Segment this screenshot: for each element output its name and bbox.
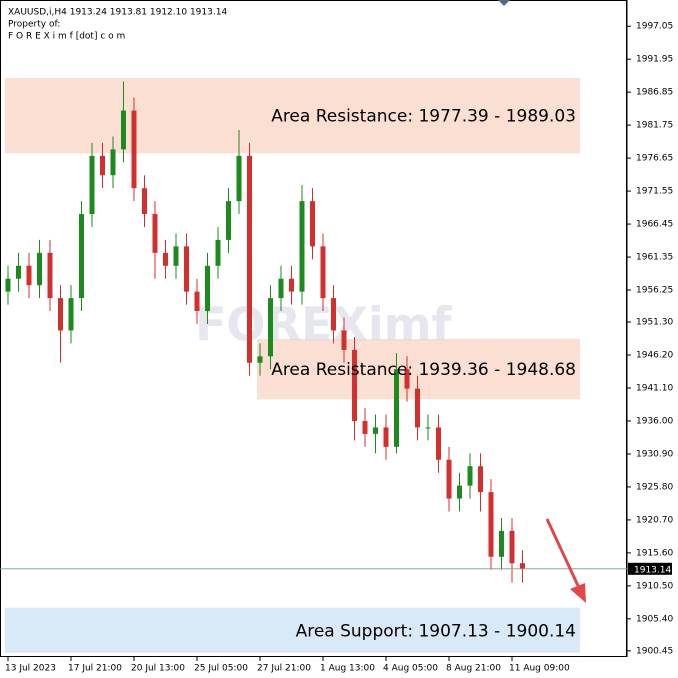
watermark: FOREXimf [195,298,453,352]
y-tick-label: 1981.75 [636,121,673,131]
candle-body [163,252,168,266]
candle-body [341,330,347,350]
candle-body [310,201,315,247]
y-tick-label: 1956.25 [636,286,673,296]
x-tick-label: 4 Aug 05:00 [383,664,438,674]
candle-body [37,252,42,286]
zone-label: Area Support: 1907.13 - 1900.14 [296,621,576,641]
candle-body [131,110,137,189]
candle-body [215,239,221,266]
y-tick-label: 1930.90 [636,449,673,459]
candle-body [404,369,410,389]
candle-body [16,265,21,279]
y-tick-label: 1936.00 [636,416,673,426]
candle-body [446,459,452,499]
candle-body [320,246,326,299]
candle-body [478,466,483,493]
candle-body [373,427,378,434]
candle-body [362,420,368,434]
candle-body [184,246,189,292]
y-tick-label: 1910.50 [636,581,673,591]
last-price-label: 1913.14 [634,565,671,575]
candle-body [47,252,53,299]
candle-body [247,155,252,363]
arrow-shaft [545,518,582,591]
candle-body [383,427,389,447]
candle-body [425,427,431,429]
header-text: F O R E X i m f [dot] c o m [8,32,125,42]
x-tick-label: 20 Jul 13:00 [131,664,185,674]
y-tick-label: 1951.30 [636,318,673,328]
y-tick-label: 1915.60 [636,548,673,558]
candle-body [278,278,284,299]
y-tick-label: 1905.40 [636,614,673,624]
candle-body [520,563,525,569]
header-text: XAUUSD,i,H4 1913.24 1913.81 1912.10 1913… [8,8,227,18]
header-text: Property of: [8,20,60,30]
arrow-head [570,583,586,603]
zone [5,78,580,154]
candle-body [509,530,515,564]
candle-body [257,356,263,363]
scroll-marker [498,0,510,6]
candle-body [100,155,105,176]
zone-label: Area Resistance: 1939.36 - 1948.68 [271,360,576,380]
candle-body [194,291,200,312]
y-tick-label: 1991.95 [636,55,673,65]
x-tick-label: 11 Aug 09:00 [509,664,570,674]
y-tick-label: 1961.35 [636,253,673,263]
candle-body [5,278,11,292]
candle-body [331,298,336,331]
candle-body [26,265,32,286]
candle-body [457,485,462,499]
candle-body [89,155,95,215]
candle-body [226,201,231,240]
x-tick-label: 25 Jul 05:00 [194,664,248,674]
x-tick-label: 8 Aug 21:00 [446,664,501,674]
x-tick-label: 17 Jul 21:00 [68,664,122,674]
candle-body [415,388,420,428]
y-tick-label: 1925.80 [636,482,673,492]
x-tick-label: 27 Jul 21:00 [257,664,311,674]
candle-body [352,349,357,421]
zone [5,607,580,653]
y-tick-label: 1941.10 [636,383,673,393]
candle-body [268,298,273,357]
candle-body [68,298,74,331]
candle-body [467,466,473,486]
last-price-box [628,562,672,575]
y-tick-label: 1986.85 [636,88,673,98]
zone-label: Area Resistance: 1977.39 - 1989.03 [271,107,576,127]
candle-body [110,149,116,176]
y-tick-label: 1997.05 [636,22,673,32]
x-tick-label: 1 Aug 13:00 [320,664,375,674]
y-tick-label: 1900.45 [636,646,673,656]
candle-body [142,188,147,215]
candle-body [58,298,63,331]
candle-body [436,427,441,460]
candle-body [152,214,158,253]
y-tick-label: 1920.70 [636,515,673,525]
y-tick-label: 1976.65 [636,154,673,164]
y-tick-label: 1946.20 [636,351,673,361]
candle-body [299,201,305,292]
candle-body [236,155,242,202]
candle-body [499,530,504,557]
y-tick-label: 1971.55 [636,187,673,197]
candle-body [173,246,179,266]
candle-body [394,369,399,447]
candle-body [121,110,126,150]
candle-body [205,265,210,312]
candle-body [289,278,294,292]
x-tick-label: 13 Jul 2023 [5,664,56,674]
candle-body [79,214,84,299]
y-tick-label: 1966.45 [636,220,673,230]
candle-body [488,492,494,557]
